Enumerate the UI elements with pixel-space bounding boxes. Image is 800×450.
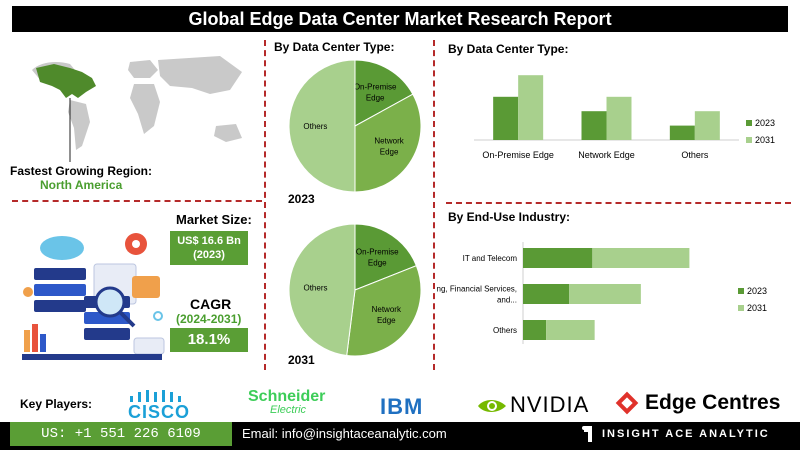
pie-slice-label: Others bbox=[303, 122, 327, 131]
pie-slice-label: Edge bbox=[368, 259, 387, 268]
legend-label: 2031 bbox=[747, 303, 767, 313]
bar-2031 bbox=[518, 75, 544, 140]
legend-swatch bbox=[738, 305, 744, 311]
pie-chart-2031: On-Premise Edge Network Edge Others 2031 bbox=[288, 223, 422, 367]
insightace-logo-icon bbox=[582, 426, 592, 442]
phone-number[interactable]: US: +1 551 226 6109 bbox=[10, 422, 232, 446]
cisco-logo-icon bbox=[130, 390, 181, 402]
bar-chart-end-use-industry: By End-Use Industry: IT and Telecom Banki… bbox=[436, 210, 767, 344]
ibm-logo: IBM bbox=[380, 394, 424, 419]
pie-caption: 2031 bbox=[288, 353, 315, 367]
pie-slice-label: Edge bbox=[366, 93, 385, 102]
bar-2031 bbox=[606, 96, 632, 140]
world-map bbox=[32, 56, 242, 162]
cagr-label: CAGR bbox=[190, 296, 232, 312]
pie-slice bbox=[354, 59, 414, 127]
pie-slice bbox=[288, 223, 356, 357]
cagr-period: (2024-2031) bbox=[176, 312, 242, 326]
nvidia-logo: NVIDIA bbox=[510, 392, 590, 417]
y-tick-label: IT and Telecom bbox=[463, 254, 518, 263]
divider-mid-right bbox=[433, 40, 435, 370]
pie-title: By Data Center Type: bbox=[274, 40, 394, 54]
divider-right bbox=[446, 202, 791, 204]
pie-slice-label: Others bbox=[303, 284, 327, 293]
x-tick-label: Network Edge bbox=[578, 150, 635, 160]
legend-swatch bbox=[738, 288, 744, 294]
x-tick-label: On-Premise Edge bbox=[482, 150, 554, 160]
brand-name: INSIGHT ACE ANALYTIC bbox=[602, 428, 770, 440]
edge-centres-icon bbox=[615, 391, 639, 415]
y-tick-label: Banking, Financial Services, bbox=[436, 285, 517, 294]
email-address[interactable]: Email: info@insightaceanalytic.com bbox=[242, 426, 447, 441]
bar-chart-data-center-type: By Data Center Type: On-Premise Edge Netw… bbox=[448, 42, 775, 160]
schneider-logo-sub: Electric bbox=[270, 404, 307, 416]
bar-2023 bbox=[581, 111, 607, 140]
pie-slice-label: Edge bbox=[380, 148, 399, 157]
data-center-illustration bbox=[22, 233, 165, 360]
pie-slice bbox=[346, 265, 422, 357]
hbar-2023 bbox=[523, 284, 570, 304]
pie-slice-label: Network bbox=[372, 305, 402, 314]
fastest-region-label: Fastest Growing Region: bbox=[10, 164, 153, 178]
pie-slice-label: On-Premise bbox=[354, 82, 397, 91]
hbar-2023 bbox=[523, 320, 547, 340]
bar-2031 bbox=[694, 111, 720, 140]
report-title: Global Edge Data Center Market Research … bbox=[12, 6, 788, 32]
pie-slice-label: On-Premise bbox=[356, 248, 399, 257]
pie-slice bbox=[288, 59, 356, 193]
hbar-chart-title: By End-Use Industry: bbox=[448, 210, 570, 224]
hbar-2031 bbox=[569, 284, 641, 304]
pie-slice-label: Network bbox=[374, 137, 404, 146]
key-players-label: Key Players: bbox=[20, 397, 93, 411]
hbar-2031 bbox=[546, 320, 595, 340]
legend-label: 2023 bbox=[755, 118, 775, 128]
cagr-value: 18.1% bbox=[170, 328, 248, 352]
fastest-region-value: North America bbox=[40, 178, 123, 192]
nvidia-eye-icon bbox=[478, 400, 506, 412]
pie-slice bbox=[354, 223, 418, 291]
pie-caption: 2023 bbox=[288, 192, 315, 206]
bar-chart-title: By Data Center Type: bbox=[448, 42, 568, 56]
market-size-value: US$ 16.6 Bn bbox=[177, 235, 241, 247]
hbar-2023 bbox=[523, 248, 593, 268]
legend-swatch bbox=[746, 137, 752, 143]
hbar-2031 bbox=[592, 248, 690, 268]
legend-label: 2023 bbox=[747, 286, 767, 296]
legend-label: 2031 bbox=[755, 135, 775, 145]
x-tick-label: Others bbox=[681, 150, 709, 160]
divider-mid-left bbox=[264, 40, 266, 370]
north-america-highlight bbox=[36, 64, 96, 98]
market-size-label: Market Size: bbox=[176, 212, 252, 227]
pie-chart-2023: By Data Center Type: On-Premise Edge Netwo… bbox=[274, 40, 422, 206]
market-size-badge: US$ 16.6 Bn (2023) bbox=[170, 231, 248, 265]
divider-left bbox=[12, 200, 262, 202]
cisco-logo: CISCO bbox=[128, 402, 191, 422]
market-size-year: (2023) bbox=[193, 249, 225, 261]
y-tick-label: Others bbox=[493, 326, 517, 335]
schneider-logo: Schneider bbox=[248, 388, 326, 405]
legend-swatch bbox=[746, 120, 752, 126]
pie-slice bbox=[354, 93, 422, 193]
bar-2023 bbox=[493, 96, 519, 140]
bar-2023 bbox=[669, 125, 695, 140]
pie-slice-label: Edge bbox=[377, 316, 396, 325]
edge-centres-logo: Edge Centres bbox=[645, 391, 781, 414]
y-tick-label: and... bbox=[497, 296, 517, 305]
